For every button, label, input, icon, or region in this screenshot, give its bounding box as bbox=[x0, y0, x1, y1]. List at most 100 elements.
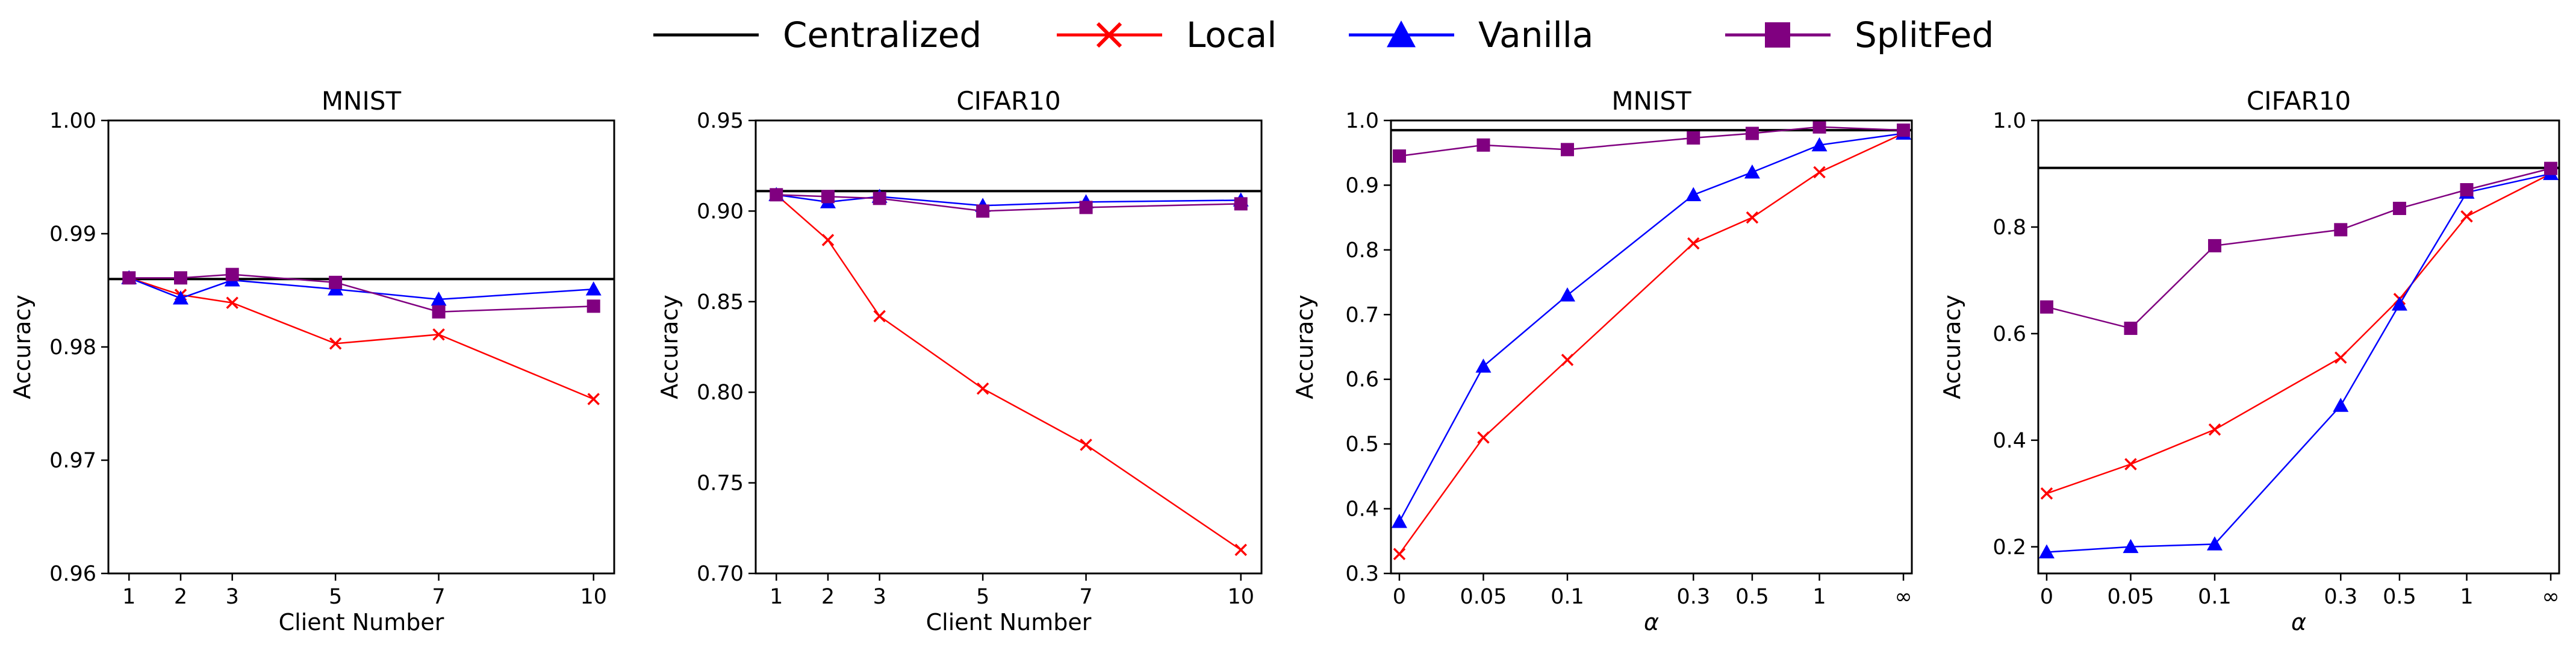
marker-vanilla-6 bbox=[1811, 137, 1828, 152]
y-tick-label: 1.00 bbox=[49, 109, 96, 133]
marker-local-1 bbox=[2040, 487, 2053, 500]
marker-local-4 bbox=[2335, 351, 2347, 364]
marker-splitfed-2 bbox=[1476, 138, 1490, 152]
series-line-vanilla bbox=[1398, 133, 1904, 522]
marker-splitfed-4 bbox=[329, 275, 343, 289]
x-tick-label: 0.1 bbox=[2198, 585, 2232, 609]
x-tick-label: 0 bbox=[1393, 585, 1406, 609]
x-tick-label: 0.5 bbox=[1735, 585, 1769, 609]
panel-title: CIFAR10 bbox=[2247, 86, 2351, 116]
x-axis-label: Client Number bbox=[926, 609, 1092, 635]
marker-vanilla-4 bbox=[2333, 398, 2349, 412]
y-tick-label: 0.98 bbox=[49, 336, 96, 360]
y-tick-label: 0.90 bbox=[697, 199, 744, 223]
x-tick-label: ∞ bbox=[1894, 585, 1912, 609]
marker-local-3 bbox=[2208, 423, 2221, 436]
legend-label: Local bbox=[1186, 14, 1277, 55]
marker-splitfed-2 bbox=[174, 271, 187, 285]
marker-splitfed-7 bbox=[2544, 161, 2558, 175]
marker-vanilla-2 bbox=[1475, 358, 1492, 373]
marker-splitfed-1 bbox=[770, 188, 783, 202]
legend-entry-splitfed: SplitFed bbox=[1725, 14, 1994, 55]
y-tick-label: 0.8 bbox=[1993, 216, 2026, 240]
legend-entry-vanilla: Vanilla bbox=[1349, 14, 1593, 55]
marker-local-6 bbox=[1813, 166, 1826, 179]
panel-4: 0 0.05 0.1 0.3 0.5 1 ∞ 0.2 0.4 0.6 0.8 1.0 CIFAR10 α A… bbox=[1939, 86, 2560, 635]
y-tick-label: 0.97 bbox=[49, 449, 96, 473]
legend: Centralized Local Vanilla SplitFed bbox=[653, 14, 1994, 55]
legend-label: Vanilla bbox=[1478, 14, 1593, 55]
series-line-vanilla bbox=[776, 194, 1241, 207]
series-line-splitfed bbox=[776, 194, 1241, 212]
marker-splitfed-1 bbox=[1392, 149, 1406, 163]
panel-title: CIFAR10 bbox=[956, 86, 1060, 116]
marker-splitfed-3 bbox=[225, 267, 239, 281]
x-tick-label: 7 bbox=[1079, 585, 1092, 609]
series-line-splitfed bbox=[129, 273, 594, 313]
x-tick-label: 2 bbox=[174, 585, 187, 609]
marker-local-4 bbox=[329, 337, 342, 350]
marker-splitfed-4 bbox=[2334, 223, 2348, 237]
y-tick-label: 0.5 bbox=[1345, 432, 1379, 457]
x-tick-label: 1 bbox=[770, 585, 783, 609]
marker-vanilla-5 bbox=[2391, 296, 2407, 311]
y-tick-label: 0.4 bbox=[1993, 429, 2026, 453]
panel-title: MNIST bbox=[322, 86, 402, 116]
marker-vanilla-6 bbox=[585, 281, 602, 296]
marker-local-5 bbox=[432, 328, 445, 341]
x-tick-label: 0.3 bbox=[1676, 585, 1710, 609]
marker-splitfed-5 bbox=[432, 305, 446, 319]
legend-entry-local: Local bbox=[1057, 14, 1277, 55]
x-axis-label: α bbox=[2291, 609, 2306, 635]
panel-1: 1 2 3 5 7 10 0.96 0.97 0.98 0.99 1.00 MNIST Client N… bbox=[9, 86, 615, 635]
y-tick-label: 0.85 bbox=[697, 290, 744, 314]
marker-splitfed-1 bbox=[122, 271, 136, 285]
marker-local-3 bbox=[226, 296, 238, 309]
marker-vanilla-5 bbox=[1744, 164, 1760, 179]
marker-local-6 bbox=[1234, 543, 1247, 557]
legend-marker bbox=[1765, 22, 1790, 48]
marker-vanilla-1 bbox=[2038, 544, 2055, 559]
y-tick-label: 0.80 bbox=[697, 381, 744, 405]
marker-splitfed-2 bbox=[2124, 322, 2138, 336]
y-tick-label: 1.0 bbox=[1345, 109, 1379, 133]
axes-frame bbox=[2037, 119, 2560, 575]
marker-local-4 bbox=[976, 382, 989, 395]
x-tick-label: 1 bbox=[122, 585, 135, 609]
marker-local-6 bbox=[2460, 210, 2473, 223]
series-line-splitfed bbox=[2046, 167, 2551, 329]
marker-local-6 bbox=[587, 393, 600, 405]
legend-marker bbox=[1387, 20, 1416, 48]
series-line-local bbox=[776, 194, 1242, 551]
y-tick-label: 0.2 bbox=[1993, 535, 2026, 560]
x-tick-label: 10 bbox=[580, 585, 607, 609]
axes-frame bbox=[1390, 119, 1913, 575]
x-tick-label: 7 bbox=[432, 585, 445, 609]
legend-marker bbox=[1096, 22, 1122, 48]
marker-local-4 bbox=[1687, 237, 1700, 250]
marker-local-5 bbox=[1080, 439, 1092, 451]
x-tick-label: 2 bbox=[821, 585, 835, 609]
y-tick-label: 0.6 bbox=[1345, 368, 1379, 392]
legend-entry-centralized: Centralized bbox=[653, 14, 982, 55]
y-tick-label: 0.3 bbox=[1345, 562, 1379, 586]
series-line-vanilla bbox=[128, 277, 594, 301]
y-tick-label: 0.95 bbox=[697, 109, 744, 133]
marker-local-5 bbox=[1746, 211, 1759, 224]
y-tick-label: 0.7 bbox=[1345, 303, 1379, 327]
y-tick-label: 0.99 bbox=[49, 222, 96, 246]
y-tick-label: 0.6 bbox=[1993, 322, 2026, 346]
y-tick-label: 0.75 bbox=[697, 472, 744, 496]
x-axis-label: Client Number bbox=[279, 609, 444, 635]
marker-splitfed-2 bbox=[821, 190, 835, 204]
marker-vanilla-5 bbox=[431, 292, 447, 306]
y-tick-label: 1.0 bbox=[1993, 109, 2026, 133]
marker-splitfed-6 bbox=[586, 299, 600, 313]
axes-frame bbox=[107, 119, 615, 575]
marker-splitfed-3 bbox=[2207, 239, 2221, 252]
x-tick-label: 0.05 bbox=[1460, 585, 1507, 609]
y-axis-label: Accuracy bbox=[656, 295, 683, 399]
legend-label: SplitFed bbox=[1855, 14, 1994, 55]
